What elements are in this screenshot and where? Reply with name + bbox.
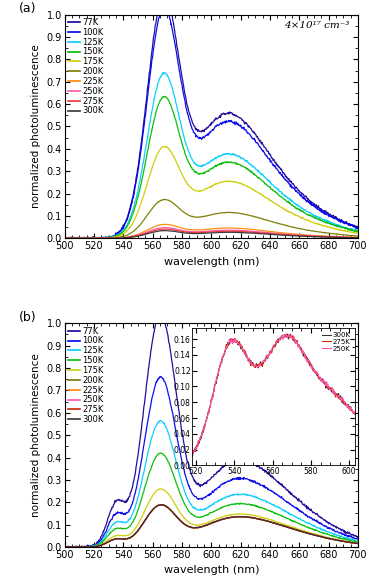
Y-axis label: normalized photoluminescence: normalized photoluminescence bbox=[31, 353, 41, 517]
Legend: 77K, 100K, 125K, 150K, 175K, 200K, 225K, 250K, 275K, 300K: 77K, 100K, 125K, 150K, 175K, 200K, 225K,… bbox=[67, 326, 104, 425]
X-axis label: wavelength (nm): wavelength (nm) bbox=[163, 565, 259, 575]
Y-axis label: normalized photoluminescence: normalized photoluminescence bbox=[31, 44, 41, 208]
Text: (a): (a) bbox=[19, 2, 37, 15]
Legend: 77K, 100K, 125K, 150K, 175K, 200K, 225K, 250K, 275K, 300K: 77K, 100K, 125K, 150K, 175K, 200K, 225K,… bbox=[67, 17, 104, 116]
X-axis label: wavelength (nm): wavelength (nm) bbox=[163, 257, 259, 267]
Text: 2×10¹⁸ cm⁻³: 2×10¹⁸ cm⁻³ bbox=[284, 330, 349, 339]
Text: (b): (b) bbox=[19, 311, 37, 324]
Text: 4×10¹⁷ cm⁻³: 4×10¹⁷ cm⁻³ bbox=[284, 21, 349, 30]
